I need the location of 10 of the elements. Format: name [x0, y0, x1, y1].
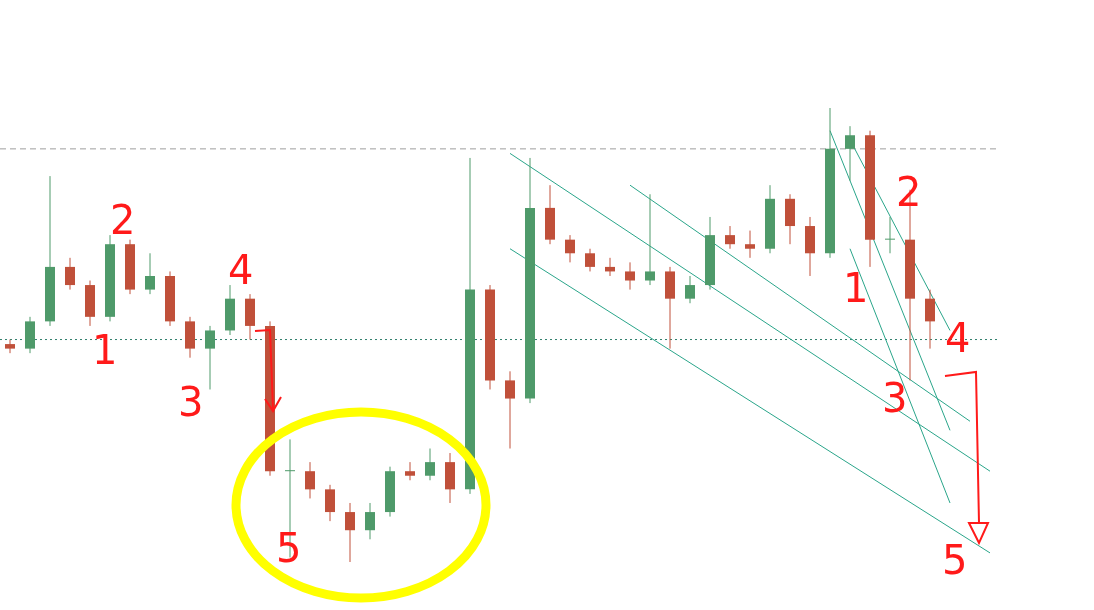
- annotation: 3: [882, 375, 908, 421]
- annotation: 5: [276, 525, 302, 571]
- annotation: 1: [843, 265, 869, 311]
- annotation: 3: [178, 379, 204, 425]
- annotation: 4: [945, 315, 971, 361]
- annotation: 2: [110, 197, 136, 243]
- annotation: 4: [228, 247, 254, 293]
- annotation: 1: [92, 327, 118, 373]
- annotation: 5: [942, 537, 968, 583]
- annotation: 2: [896, 169, 922, 215]
